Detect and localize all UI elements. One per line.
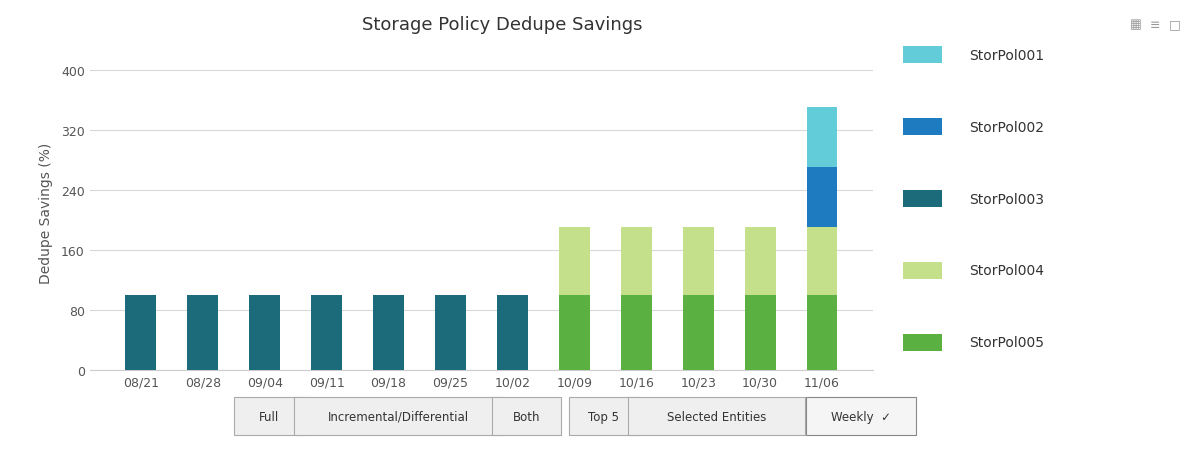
- Y-axis label: Dedupe Savings (%): Dedupe Savings (%): [38, 143, 53, 283]
- Bar: [621, 295, 652, 370]
- Text: Weekly  ✓: Weekly ✓: [831, 410, 891, 423]
- Text: ▦: ▦: [1130, 19, 1142, 31]
- X-axis label: Week: Week: [463, 396, 500, 411]
- Bar: [806, 168, 837, 228]
- Text: Selected Entities: Selected Entities: [666, 410, 767, 423]
- Bar: [559, 228, 590, 295]
- Text: Incremental/Differential: Incremental/Differential: [328, 410, 469, 423]
- Text: Storage Policy Dedupe Savings: Storage Policy Dedupe Savings: [362, 16, 642, 34]
- Text: □: □: [1168, 19, 1180, 31]
- Bar: [249, 295, 280, 370]
- Text: Full: Full: [260, 410, 279, 423]
- Text: Top 5: Top 5: [588, 410, 620, 423]
- Bar: [126, 295, 157, 370]
- Bar: [745, 295, 775, 370]
- Text: StorPol003: StorPol003: [969, 192, 1044, 206]
- Bar: [435, 295, 466, 370]
- Text: StorPol005: StorPol005: [969, 336, 1044, 350]
- Text: StorPol004: StorPol004: [969, 264, 1044, 278]
- Bar: [806, 228, 837, 295]
- Text: Both: Both: [513, 410, 539, 423]
- Bar: [683, 295, 714, 370]
- Bar: [559, 295, 590, 370]
- Bar: [621, 228, 652, 295]
- Bar: [745, 228, 775, 295]
- Bar: [311, 295, 342, 370]
- Bar: [188, 295, 218, 370]
- Text: StorPol001: StorPol001: [969, 49, 1044, 63]
- Bar: [373, 295, 404, 370]
- Text: StorPol002: StorPol002: [969, 120, 1044, 134]
- Bar: [496, 295, 527, 370]
- Bar: [806, 108, 837, 168]
- Text: ≡: ≡: [1151, 19, 1160, 31]
- Bar: [683, 228, 714, 295]
- Bar: [806, 295, 837, 370]
